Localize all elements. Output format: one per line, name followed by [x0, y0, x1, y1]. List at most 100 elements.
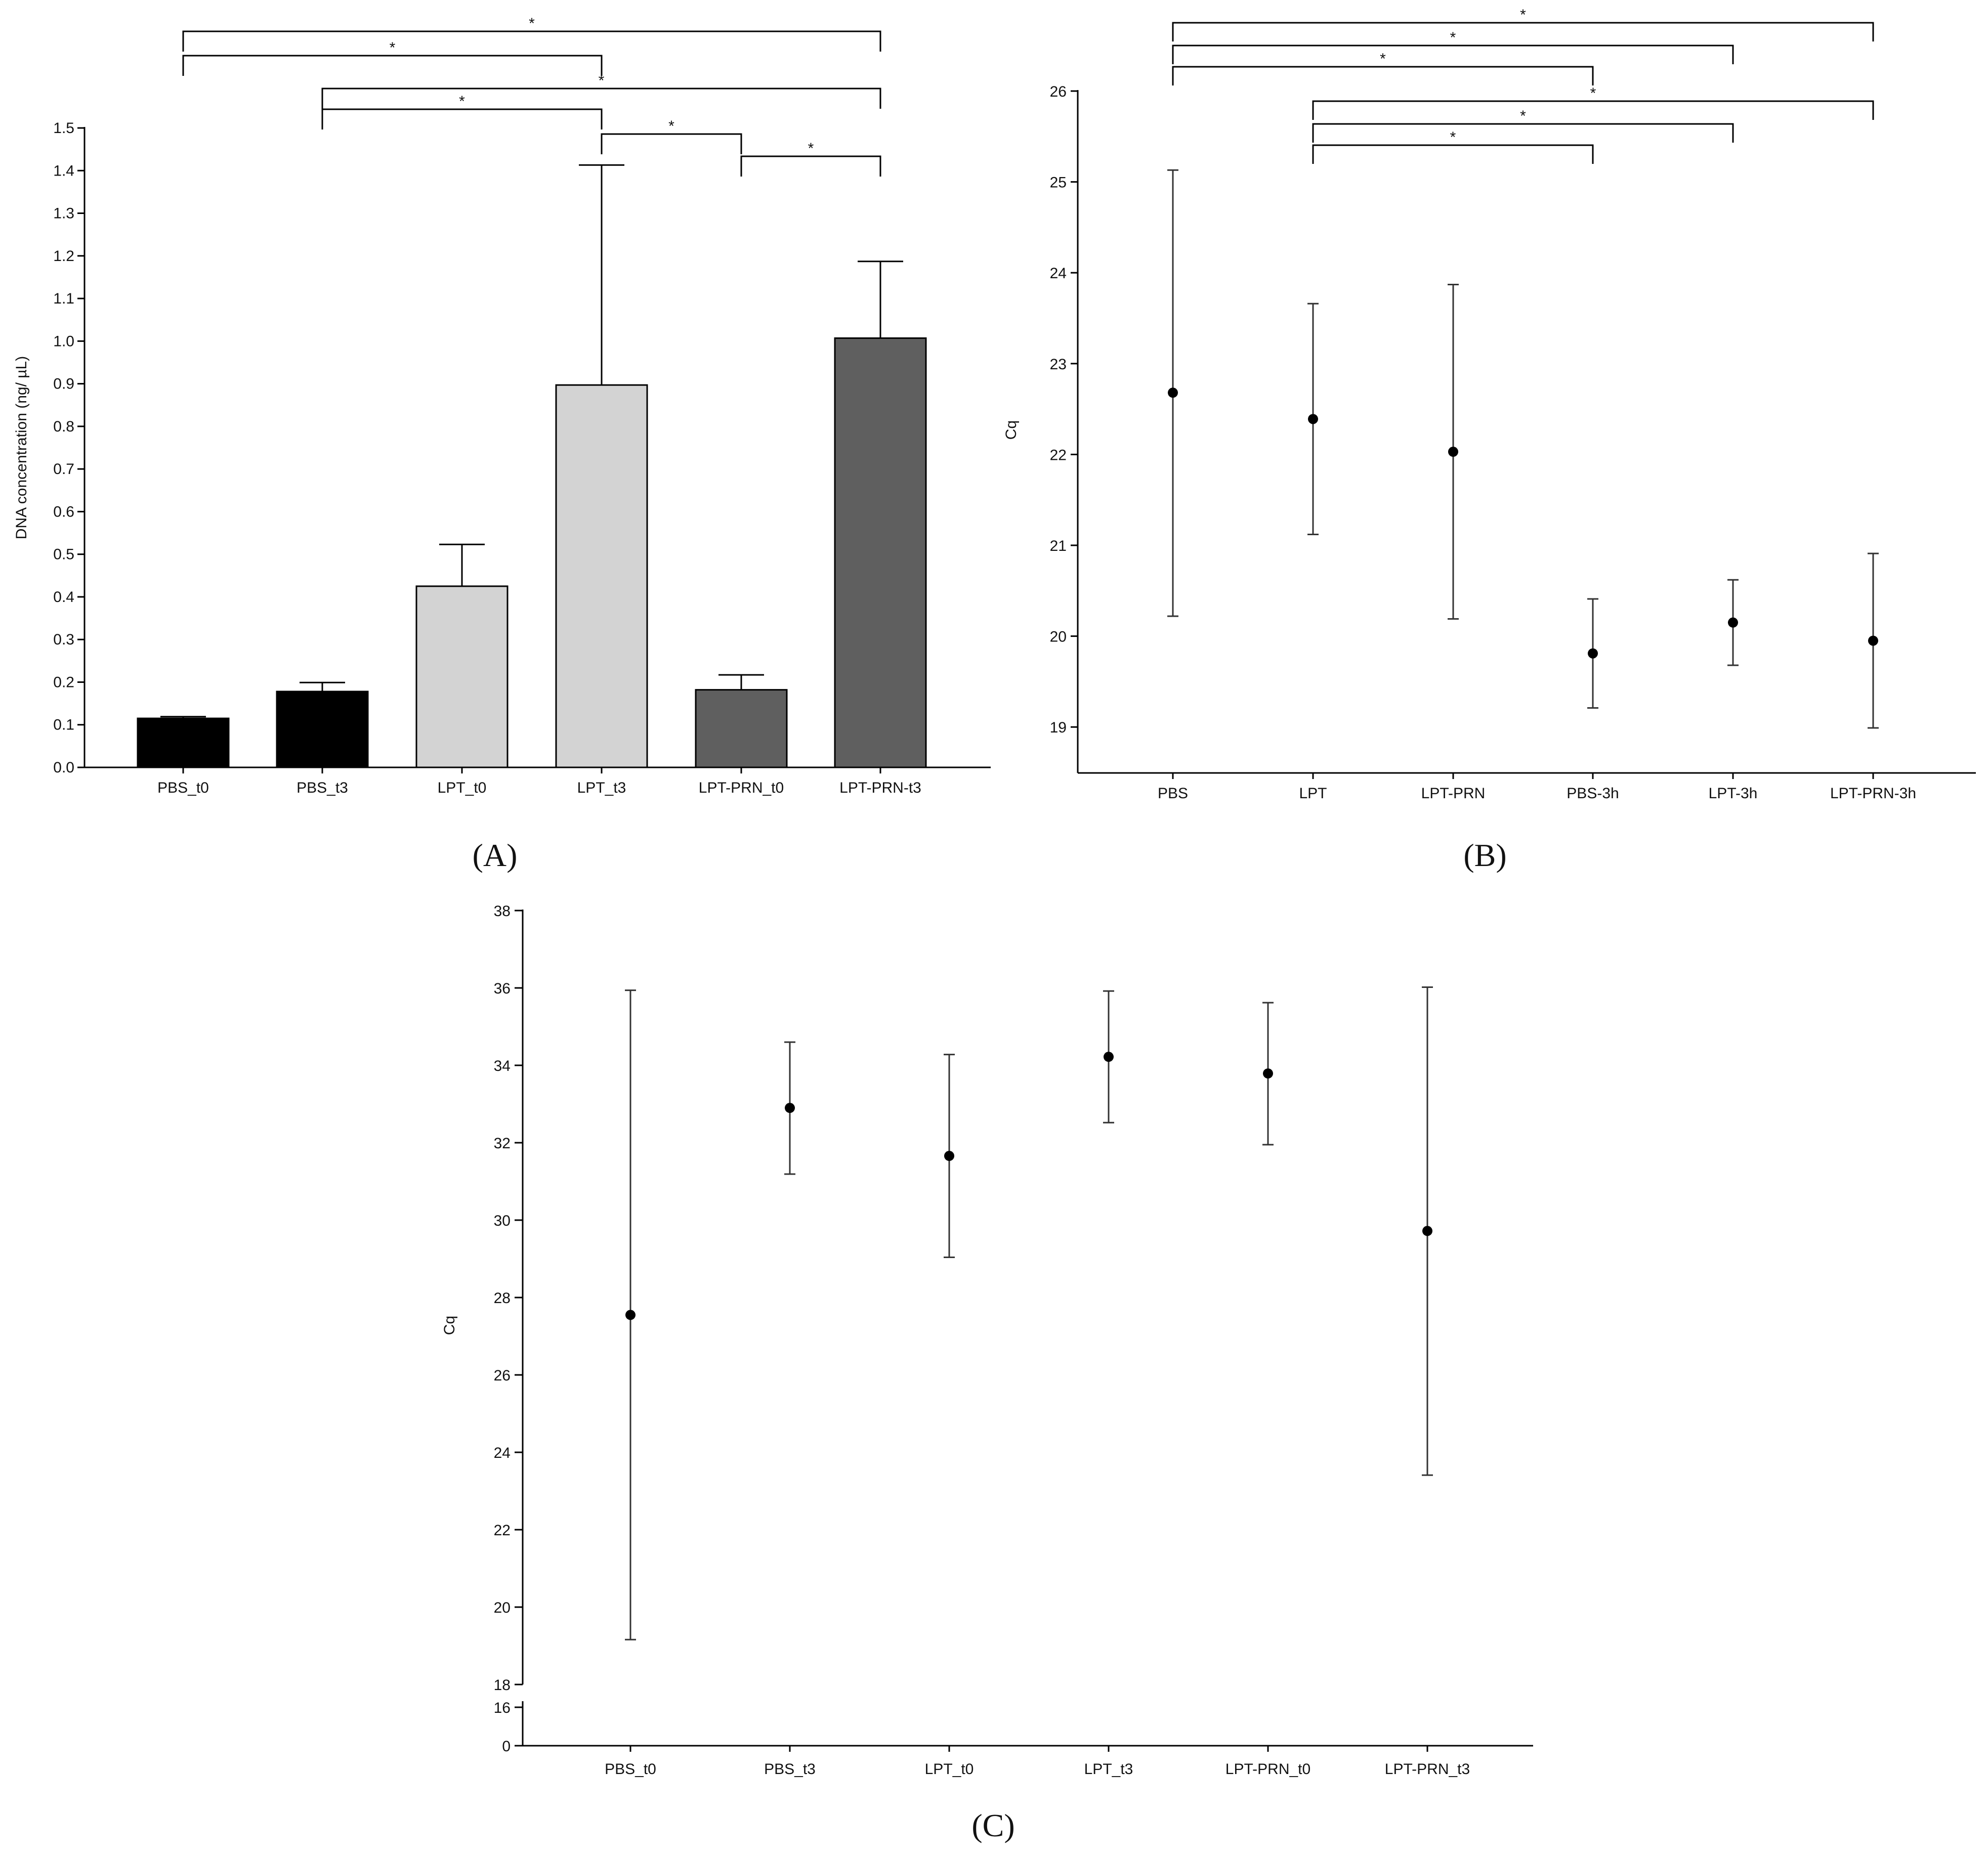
a-y-tick-label: 0.8	[53, 418, 74, 435]
a-bar-LPT-PRN_t0	[695, 689, 788, 768]
c-y-tick-label: 30	[494, 1213, 511, 1229]
b-point-LPT-PRN	[1448, 447, 1458, 457]
a-y-tick-label: 0.1	[53, 717, 74, 733]
a-significance-bracket	[182, 30, 881, 52]
a-significance-bracket	[321, 88, 881, 109]
c-point-LPT-PRN_t3	[1422, 1226, 1432, 1236]
b-x-tick-label-LPT-PRN-3h: LPT-PRN-3h	[1830, 785, 1916, 802]
c-x-tick-label-LPT_t3: LPT_t3	[1084, 1761, 1133, 1778]
a-significance-star: *	[529, 15, 535, 32]
c-y-tick-label: 38	[494, 903, 511, 920]
panel-label-b: (B)	[1463, 837, 1506, 873]
panel-label-a: (A)	[473, 837, 518, 873]
b-significance-bracket	[1172, 22, 1874, 41]
b-significance-bracket	[1172, 45, 1734, 64]
a-y-tick-label: 1.4	[53, 162, 74, 179]
c-x-tick-label-LPT-PRN_t3: LPT-PRN_t3	[1385, 1761, 1470, 1778]
a-y-tick-label: 0.9	[53, 376, 74, 393]
a-y-tick-label: 0.5	[53, 546, 74, 563]
a-significance-bracket	[740, 155, 881, 177]
b-y-axis-label: Cq	[1003, 420, 1020, 440]
c-y-tick-label: 34	[494, 1058, 511, 1074]
b-y-tick-label: 21	[1050, 538, 1067, 554]
c-y-tick-label: 26	[494, 1367, 511, 1384]
c-y-tick-label: 24	[494, 1445, 511, 1461]
a-significance-star: *	[668, 118, 674, 135]
a-y-axis-label: DNA concentration (ng/ µL)	[13, 356, 30, 539]
c-y-tick-label: 16	[494, 1700, 511, 1716]
b-point-LPT-PRN-3h	[1868, 635, 1878, 646]
a-y-tick-label: 1.3	[53, 205, 74, 222]
c-point-LPT-PRN_t0	[1263, 1068, 1273, 1079]
a-x-tick-label-PBS_t3: PBS_t3	[297, 780, 348, 796]
c-x-tick-label-PBS_t0: PBS_t0	[605, 1761, 656, 1778]
a-y-tick-label: 1.2	[53, 248, 74, 265]
c-point-PBS_t0	[625, 1310, 636, 1320]
c-x-tick-label-PBS_t3: PBS_t3	[764, 1761, 816, 1778]
a-y-tick-label: 1.1	[53, 290, 74, 307]
b-y-tick-label: 25	[1050, 175, 1067, 191]
b-y-tick-label: 22	[1050, 447, 1067, 463]
panel-a-bar-chart: 0.0 0.1 0.2 0.3 0.4 0.5 0.6 0.7 0.8 0.9 1.0 1.1 1.2 1…	[13, 15, 991, 796]
c-y-tick-label: 20	[494, 1600, 511, 1616]
c-x-tick-label-LPT_t0: LPT_t0	[925, 1761, 974, 1778]
a-x-tick-label-PBS_t0: PBS_t0	[157, 780, 209, 796]
c-x-tick-label-LPT-PRN_t0: LPT-PRN_t0	[1225, 1761, 1310, 1778]
c-y-tick-label: 36	[494, 980, 511, 997]
c-y-tick-label: 22	[494, 1522, 511, 1539]
b-significance-star: *	[1380, 51, 1386, 67]
b-point-PBS	[1168, 387, 1178, 398]
a-x-tick-label-LPT_t3: LPT_t3	[577, 780, 626, 796]
c-y-tick-label: 32	[494, 1135, 511, 1152]
b-x-tick-label-LPT: LPT	[1299, 785, 1327, 802]
c-y-tick-label: 28	[494, 1290, 511, 1307]
panel-c-point-chart: 0 16 18 20 22 24 26 28 30 32 34 36 38 Cq PBS_t0 PBS_t3 L…	[441, 903, 1533, 1778]
a-significance-star: *	[599, 72, 605, 89]
b-point-PBS-3h	[1588, 648, 1598, 659]
b-point-LPT	[1308, 414, 1318, 424]
b-significance-star: *	[1450, 129, 1456, 146]
a-bar-LPT-PRN-t3	[834, 337, 927, 768]
b-x-tick-label-PBS-3h: PBS-3h	[1567, 785, 1619, 802]
b-significance-bracket	[1312, 123, 1734, 143]
b-y-tick-label: 23	[1050, 356, 1067, 373]
b-y-tick-label: 19	[1050, 719, 1067, 736]
b-significance-star: *	[1450, 29, 1456, 46]
b-significance-bracket	[1172, 66, 1594, 85]
b-significance-star: *	[1520, 108, 1526, 124]
a-x-tick-label-LPT-PRN_t0: LPT-PRN_t0	[699, 780, 784, 796]
b-significance-bracket	[1312, 100, 1874, 120]
c-point-PBS_t3	[785, 1103, 795, 1113]
a-significance-bracket	[182, 55, 603, 76]
panel-label-c: (C)	[971, 1807, 1014, 1843]
a-significance-bracket	[321, 108, 603, 129]
a-y-tick-label: 0.2	[53, 674, 74, 690]
b-x-tick-label-PBS: PBS	[1158, 785, 1188, 802]
a-x-tick-label-LPT-PRN-t3: LPT-PRN-t3	[839, 780, 921, 796]
a-bar-LPT_t0	[415, 585, 509, 768]
a-y-tick-label: 0.4	[53, 589, 74, 606]
b-y-tick-label: 26	[1050, 83, 1067, 100]
c-point-LPT_t0	[944, 1151, 954, 1161]
a-significance-star: *	[390, 39, 396, 56]
b-significance-bracket	[1312, 144, 1594, 164]
a-bar-LPT_t3	[555, 384, 648, 768]
b-y-tick-label: 20	[1050, 629, 1067, 645]
c-y-tick-label: 0	[502, 1738, 511, 1755]
b-x-tick-label-LPT-3h: LPT-3h	[1709, 785, 1758, 802]
a-y-tick-label: 0.3	[53, 631, 74, 648]
c-y-tick-label: 18	[494, 1677, 511, 1694]
a-y-tick-label: 0.6	[53, 503, 74, 520]
a-significance-star: *	[459, 93, 465, 110]
a-bar-PBS_t0	[137, 717, 230, 768]
panel-b-point-chart: 19 20 21 22 23 24 25 26 Cq PBS LPT LPT-PRN PBS-3h LPT…	[1003, 7, 1976, 802]
b-significance-star: *	[1520, 7, 1526, 23]
b-y-tick-label: 24	[1050, 265, 1067, 282]
c-point-LPT_t3	[1104, 1052, 1114, 1062]
a-y-tick-label: 0.0	[53, 759, 74, 776]
b-x-tick-label-LPT-PRN: LPT-PRN	[1421, 785, 1486, 802]
b-point-LPT-3h	[1728, 617, 1738, 628]
a-x-tick-label-LPT_t0: LPT_t0	[438, 780, 487, 796]
a-significance-star: *	[808, 140, 814, 157]
